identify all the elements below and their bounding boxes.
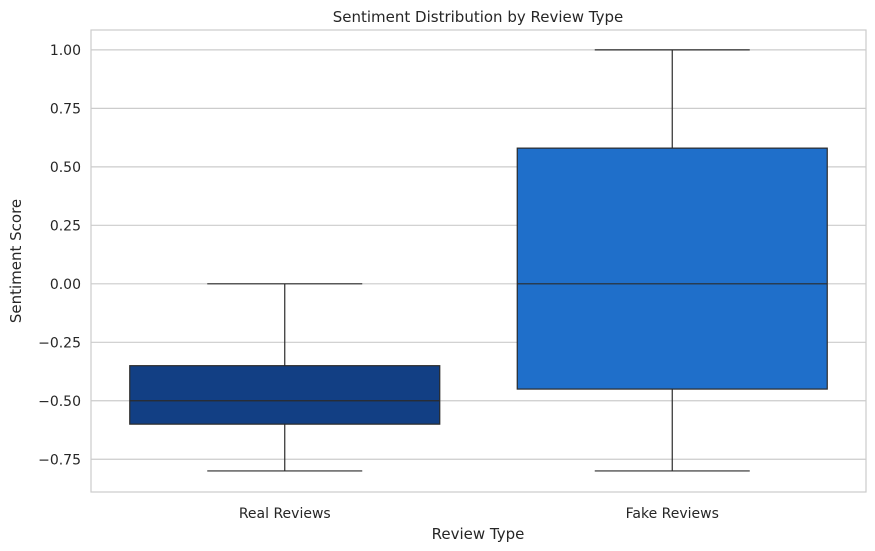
box-layer — [129, 49, 828, 472]
x-tick-label: Real Reviews — [239, 506, 331, 522]
y-tick-label: −0.75 — [38, 452, 81, 468]
box-plot-2 — [516, 49, 828, 472]
x-tick-label: Fake Reviews — [626, 506, 719, 522]
x-tick-labels: Real Reviews Fake Reviews — [239, 506, 719, 522]
y-tick-labels: −0.75 −0.50 −0.25 0.00 0.25 0.50 0.75 1.00 — [38, 43, 81, 468]
x-axis-label: Review Type — [432, 525, 525, 543]
y-tick-label: 0.75 — [50, 101, 81, 117]
y-tick-label: 0.50 — [50, 160, 81, 176]
chart-title: Sentiment Distribution by Review Type — [333, 8, 624, 26]
y-tick-label: 1.00 — [50, 43, 81, 59]
y-tick-label: 0.25 — [50, 218, 81, 234]
y-tick-label: −0.25 — [38, 335, 81, 351]
y-tick-label: −0.50 — [38, 394, 81, 410]
box-plot-1 — [129, 283, 441, 472]
y-tick-label: 0.00 — [50, 277, 81, 293]
box-iqr — [516, 147, 828, 390]
y-axis-label: Sentiment Score — [7, 199, 25, 323]
box-iqr — [129, 365, 441, 425]
plot-frame — [90, 29, 867, 493]
